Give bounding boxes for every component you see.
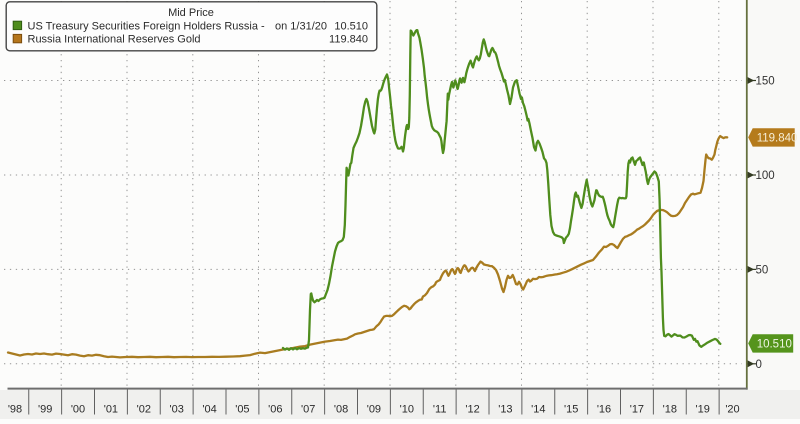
svg-text:119.840: 119.840 (757, 133, 798, 145)
svg-text:'19: '19 (696, 404, 710, 416)
svg-text:'04: '04 (202, 404, 216, 416)
svg-text:Mid Price: Mid Price (168, 7, 214, 19)
svg-text:'99: '99 (38, 404, 52, 416)
svg-text:'01: '01 (104, 404, 118, 416)
svg-text:'13: '13 (498, 404, 512, 416)
svg-text:100: 100 (756, 170, 775, 182)
svg-text:on 1/31/20: on 1/31/20 (275, 20, 327, 32)
svg-text:'02: '02 (137, 404, 151, 416)
svg-text:'98: '98 (8, 404, 22, 416)
svg-text:'08: '08 (334, 404, 348, 416)
svg-text:'14: '14 (531, 404, 545, 416)
svg-text:'11: '11 (433, 404, 447, 416)
svg-text:150: 150 (756, 76, 775, 88)
svg-text:'09: '09 (367, 404, 381, 416)
svg-text:'07: '07 (301, 404, 315, 416)
svg-text:'20: '20 (725, 404, 739, 416)
svg-text:0: 0 (756, 359, 762, 371)
svg-text:10.510: 10.510 (334, 20, 368, 32)
svg-text:'17: '17 (630, 404, 644, 416)
svg-text:'00: '00 (71, 404, 85, 416)
svg-text:10.510: 10.510 (757, 339, 792, 351)
svg-text:'16: '16 (597, 404, 611, 416)
svg-text:50: 50 (756, 265, 769, 277)
svg-text:'06: '06 (268, 404, 282, 416)
svg-text:'10: '10 (400, 404, 414, 416)
svg-text:'03: '03 (170, 404, 184, 416)
svg-text:119.840: 119.840 (329, 34, 368, 46)
svg-text:'12: '12 (465, 404, 479, 416)
svg-text:'05: '05 (235, 404, 249, 416)
svg-text:'18: '18 (663, 404, 677, 416)
svg-text:'15: '15 (564, 404, 578, 416)
svg-text:US Treasury Securities Foreign: US Treasury Securities Foreign Holders R… (28, 20, 266, 32)
svg-text:Russia International Reserves: Russia International Reserves Gold (28, 34, 201, 46)
